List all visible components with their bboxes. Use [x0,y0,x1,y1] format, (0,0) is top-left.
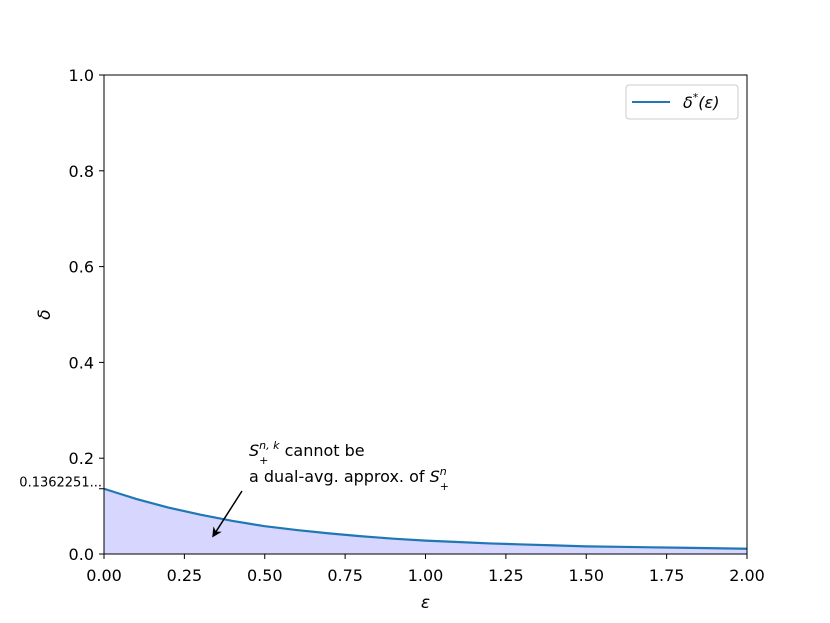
x-axis-label: ε [421,593,430,613]
legend-superscript: * [693,91,699,104]
annotation-line-2: a dual-avg. approx. of Sn + [249,465,449,493]
y-tick-label: 0.0 [69,545,94,564]
annotation-subscript: + [440,480,449,493]
annotation: Sn, k + cannot be a dual-avg. approx. of … [212,439,449,538]
legend: δ*(ε) [625,84,739,120]
y-axis-label: δ [35,309,55,319]
y-tick-label: 0.6 [69,258,94,277]
x-tick-label: 1.50 [568,566,604,585]
annotation-text: a dual-avg. approx. of [249,467,430,486]
area-fill [104,488,747,554]
annotation-symbol-s: S [249,441,259,460]
x-tick-label: 0.00 [86,566,122,585]
y-tick-label: 0.4 [69,353,94,372]
annotation-text: cannot be [280,441,365,460]
legend-argument: (ε) [698,93,719,112]
series-line-layer [103,487,748,550]
x-tick-label: 2.00 [729,566,765,585]
x-tick-label: 1.00 [408,566,444,585]
x-axis-ticks: 0.00 0.25 0.50 0.75 1.00 1.25 1.50 1.75 2.00 [86,554,765,585]
legend-entry-label: δ*(ε) [683,91,719,112]
x-tick-label: 0.50 [247,566,283,585]
y-tick-label-extra: 0.1362251... [19,476,102,491]
legend-box [625,84,739,120]
legend-symbol: δ [683,93,693,112]
x-tick-label: 0.25 [167,566,203,585]
y-tick-label: 0.8 [69,162,94,181]
y-tick-label: 1.0 [69,66,94,85]
y-tick-label: 0.2 [69,449,94,468]
annotation-symbol-s: S [430,467,440,486]
series-line [103,487,748,550]
x-tick-label: 0.75 [327,566,363,585]
annotation-subscript: + [259,454,268,467]
y-axis-ticks: 0.0 0.2 0.4 0.6 0.8 1.0 0.1362251... [19,66,104,564]
area-fill-layer [104,488,747,554]
annotation-superscript: n, k [259,439,280,452]
x-tick-label: 1.75 [649,566,685,585]
annotation-line-1: Sn, k + cannot be [249,439,365,467]
x-tick-label: 1.25 [488,566,524,585]
annotation-superscript: n [440,465,447,478]
annotation-arrow [212,490,243,538]
